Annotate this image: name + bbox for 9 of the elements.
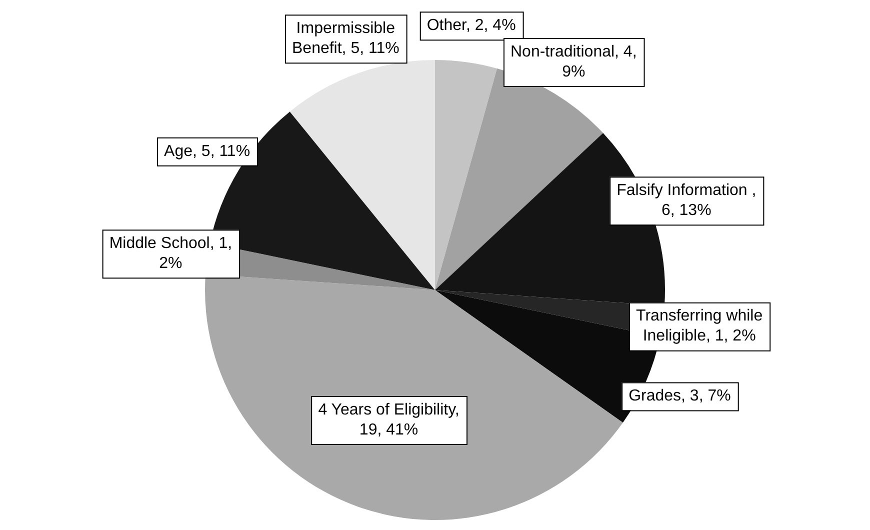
slice-label: Falsify Information , 6, 13%: [616, 182, 756, 220]
slice-label: Other, 2, 4%: [426, 17, 516, 34]
slice-label: Grades, 3, 7%: [628, 388, 731, 405]
slice-label: Impermissible Benefit, 5, 11%: [292, 20, 400, 58]
slice-label: Non-traditional, 4, 9%: [510, 43, 637, 80]
slice-label: 4 Years of Eligibility, 19, 41%: [318, 401, 460, 438]
slice-label: Age, 5, 11%: [164, 142, 250, 160]
slice-label: Middle School, 1, 2%: [109, 235, 232, 272]
slice-label: Transferring while Ineligible, 1, 2%: [636, 308, 763, 345]
